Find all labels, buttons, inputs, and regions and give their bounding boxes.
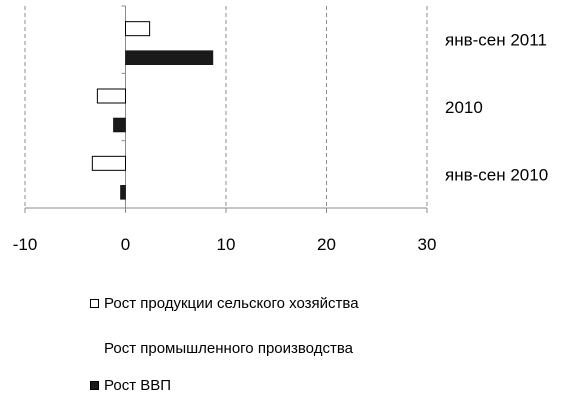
legend-swatch-empty-icon — [90, 344, 99, 353]
legend-item-industry: Рост промышленного производства — [90, 337, 353, 359]
legend-label-industry: Рост промышленного производства — [104, 339, 353, 357]
x-tick-label-2: 10 — [217, 235, 236, 254]
label-layer: -10 0 10 20 30 янв-сен 2010 2010 янв-сен 2011 — [13, 31, 548, 254]
category-label-0: янв-сен 2010 — [445, 165, 548, 184]
x-tick-label-1: 0 — [121, 235, 130, 254]
category-label-1: 2010 — [445, 98, 483, 117]
bar-s2-c1 — [96, 88, 126, 104]
legend-item-gdp: Рост ВВП — [90, 374, 171, 396]
axis-layer — [24, 5, 428, 213]
bar-s0-c1 — [113, 117, 126, 133]
legend-swatch-filled-icon — [90, 380, 99, 390]
x-tick-label-0: -10 — [13, 235, 38, 254]
legend-item-agriculture: Рост продукции сельского хозяйства — [90, 292, 359, 314]
bar-layer — [91, 21, 214, 200]
bar-s0-c0 — [120, 185, 126, 200]
x-tick-label-3: 20 — [317, 235, 336, 254]
legend-label-agriculture: Рост продукции сельского хозяйства — [104, 294, 359, 312]
legend-swatch-hollow-icon — [90, 298, 99, 308]
x-tick-label-4: 30 — [418, 235, 437, 254]
bar-s2-c2 — [125, 21, 151, 37]
grid-layer — [24, 6, 428, 208]
bar-s0-c2 — [125, 50, 214, 65]
legend-label-gdp: Рост ВВП — [104, 376, 172, 394]
category-label-2: янв-сен 2011 — [445, 31, 547, 50]
bar-s2-c0 — [91, 155, 126, 171]
